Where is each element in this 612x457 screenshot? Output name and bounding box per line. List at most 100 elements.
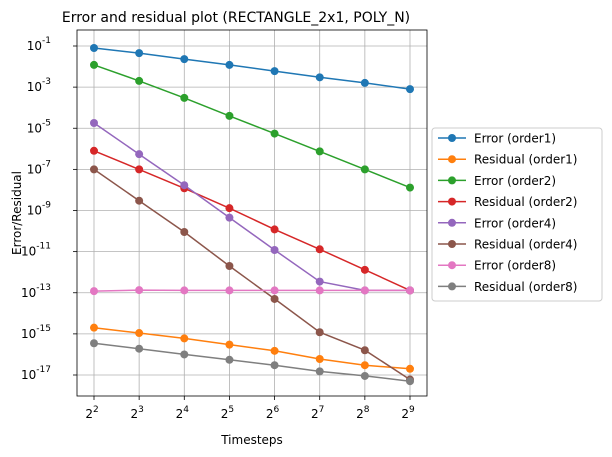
data-point — [270, 286, 279, 295]
legend-marker — [448, 261, 456, 270]
legend-label: Residual (order4) — [474, 238, 578, 252]
data-point — [225, 286, 234, 295]
data-point — [90, 146, 98, 155]
data-point — [406, 183, 414, 192]
y-tick-label: 10-13 — [21, 283, 51, 300]
legend-marker — [448, 155, 456, 164]
data-point — [135, 329, 144, 338]
y-tick-label: 10-7 — [27, 159, 51, 176]
x-tick-label: 27 — [311, 405, 324, 421]
data-point — [180, 181, 189, 190]
x-tick-label: 25 — [221, 405, 234, 421]
data-point — [225, 60, 234, 69]
legend-label: Residual (order1) — [474, 153, 578, 167]
plot-series — [90, 43, 414, 386]
legend-label: Error (order4) — [474, 216, 556, 230]
data-point — [135, 49, 144, 58]
data-point — [135, 150, 144, 159]
x-tick-label: 26 — [266, 405, 280, 421]
x-tick-exponent: 5 — [228, 405, 234, 415]
data-point — [180, 93, 189, 102]
data-point — [135, 286, 144, 295]
data-point — [315, 73, 324, 82]
legend-marker — [448, 134, 456, 142]
data-point — [225, 213, 234, 222]
data-point — [360, 286, 369, 295]
data-point — [225, 111, 234, 120]
data-point — [270, 129, 279, 138]
y-tick-label: 10-9 — [27, 201, 52, 218]
x-tick-exponent: 2 — [93, 405, 99, 415]
legend-box — [431, 127, 603, 302]
y-tick-label: 10-17 — [21, 365, 51, 382]
data-point — [270, 245, 279, 254]
x-tick-label: 28 — [356, 405, 370, 421]
x-tick-exponent: 8 — [364, 405, 370, 415]
legend-label: Residual (order8) — [474, 280, 578, 294]
data-point — [270, 294, 279, 303]
series-line-5 — [93, 122, 410, 292]
data-point — [90, 43, 98, 52]
data-point — [360, 346, 369, 355]
legend-label: Error (order1) — [474, 132, 556, 146]
data-point — [180, 350, 189, 359]
data-point — [315, 147, 324, 156]
y-tick-exponent: -1 — [42, 36, 51, 46]
data-point — [315, 367, 324, 376]
x-tick-exponent: 3 — [138, 405, 144, 415]
series-line-8 — [93, 342, 411, 382]
data-point — [225, 355, 234, 364]
x-tick-label: 29 — [401, 405, 415, 421]
legend-marker — [448, 197, 456, 206]
series-line-3 — [93, 64, 411, 189]
y-axis-ticks: 10-1 10-3 10-5 10-7 10-9 10-11 10-13 10-15 10-17 — [21, 36, 77, 382]
data-point — [270, 361, 279, 370]
series-line-6 — [93, 168, 411, 381]
y-tick-exponent: -15 — [36, 324, 51, 334]
data-point — [360, 165, 369, 174]
data-point — [90, 60, 98, 69]
series-line-2 — [93, 326, 411, 370]
data-point — [135, 344, 144, 353]
data-point — [406, 377, 414, 386]
data-point — [90, 165, 98, 174]
plot-frame — [76, 29, 428, 397]
data-point — [360, 361, 369, 370]
y-tick-exponent: -9 — [42, 201, 51, 211]
data-point — [406, 85, 414, 94]
data-point — [315, 354, 324, 363]
data-point — [90, 323, 98, 332]
y-tick-exponent: -3 — [42, 77, 51, 87]
data-point — [270, 67, 279, 76]
legend-marker — [448, 282, 456, 291]
data-point — [315, 245, 324, 254]
chart-title: Error and residual plot (RECTANGLE_2x1, … — [62, 10, 410, 26]
x-tick-exponent: 6 — [274, 405, 280, 415]
data-point — [315, 328, 324, 337]
x-tick-exponent: 4 — [183, 405, 189, 415]
y-tick-label: 10-3 — [27, 77, 51, 94]
data-point — [135, 76, 144, 85]
data-point — [315, 286, 324, 295]
legend: Error (order1) Residual (order1) Error (or… — [431, 127, 603, 302]
legend-marker — [448, 240, 456, 248]
data-point — [406, 364, 414, 373]
x-axis-title: Timesteps — [220, 433, 283, 447]
x-tick-label: 22 — [85, 405, 98, 421]
series-line-7 — [93, 289, 410, 292]
x-axis-ticks: 22 23 24 25 26 27 28 29 — [85, 396, 415, 421]
x-tick-label: 23 — [130, 405, 143, 421]
y-tick-label: 10-15 — [21, 324, 51, 341]
data-point — [90, 119, 98, 128]
legend-label: Residual (order2) — [474, 195, 578, 209]
data-point — [90, 339, 98, 348]
legend-label: Error (order8) — [474, 259, 556, 273]
data-point — [180, 55, 189, 64]
series-line-4 — [93, 150, 411, 292]
data-point — [406, 286, 414, 295]
y-tick-exponent: -13 — [36, 283, 51, 293]
data-point — [180, 228, 189, 237]
y-tick-label: 10-11 — [21, 242, 51, 259]
series-line-1 — [93, 47, 411, 90]
